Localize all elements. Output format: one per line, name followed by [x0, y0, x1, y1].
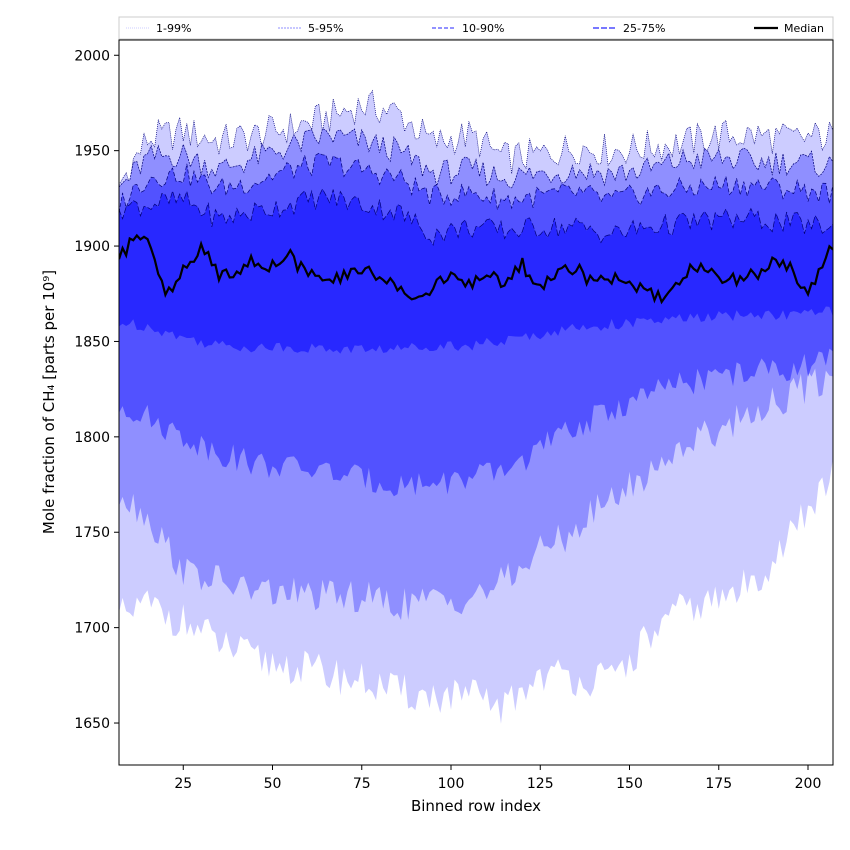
- band-outline-p5_95: [119, 127, 833, 189]
- x-tick-label: 125: [527, 776, 554, 792]
- legend: 1-99% 5-95% 10-90% 25-75% Median: [118, 16, 834, 40]
- band-layer: [119, 89, 833, 724]
- y-tick-label: 1650: [74, 716, 110, 732]
- band-outline-p10_90: [119, 152, 833, 213]
- median-line: [119, 233, 833, 305]
- band-outline-p25_75: [119, 188, 833, 246]
- legend-label: 25-75%: [623, 22, 665, 35]
- y-tick-label: 1750: [74, 525, 110, 541]
- x-axis-label: Binned row index: [411, 797, 541, 815]
- legend-label: Median: [784, 22, 824, 35]
- x-tick-label: 25: [174, 776, 192, 792]
- x-tick-label: 150: [616, 776, 643, 792]
- legend-box: [118, 16, 834, 40]
- y-axis: 1650 1700 1750 1800 1850 1900 1950 2000: [74, 48, 119, 732]
- legend-label: 1-99%: [156, 22, 191, 35]
- median-layer: [119, 233, 833, 305]
- x-tick-label: 75: [353, 776, 371, 792]
- x-tick-label: 100: [438, 776, 465, 792]
- x-tick-label: 175: [705, 776, 732, 792]
- legend-label: 10-90%: [462, 22, 504, 35]
- y-tick-label: 1800: [74, 430, 110, 446]
- x-tick-label: 50: [264, 776, 282, 792]
- plot-frame: [118, 39, 834, 766]
- x-tick-label: 200: [795, 776, 822, 792]
- band-p25_75: [119, 188, 833, 354]
- y-tick-label: 1950: [74, 144, 110, 160]
- y-tick-label: 1850: [74, 334, 110, 350]
- band-outline-p1_99: [119, 89, 833, 186]
- y-axis-label: Mole fraction of CH₄ [parts per 10⁹]: [40, 270, 58, 534]
- legend-label: 5-95%: [308, 22, 343, 35]
- y-tick-label: 1700: [74, 621, 110, 637]
- y-tick-label: 1900: [74, 239, 110, 255]
- y-tick-label: 2000: [74, 48, 110, 64]
- x-axis: 25 50 75 100 125 150 175 200: [174, 765, 821, 792]
